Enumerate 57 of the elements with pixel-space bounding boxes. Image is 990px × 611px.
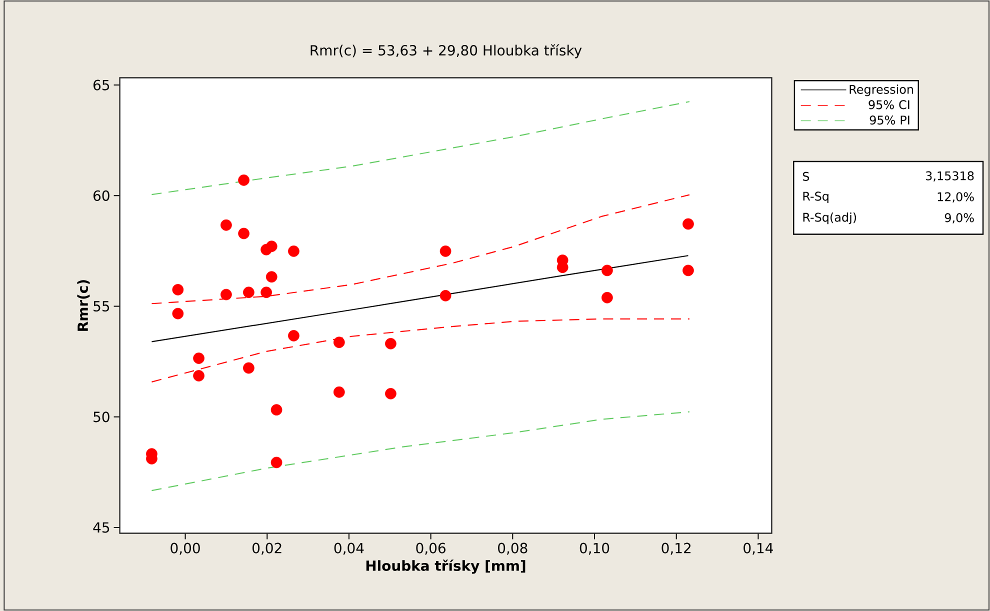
point xyxy=(266,271,278,283)
x-tick-label: 0,08 xyxy=(498,542,528,555)
line-series xyxy=(151,194,690,304)
point xyxy=(238,174,250,186)
x-tick-label: 0,02 xyxy=(252,542,282,555)
point xyxy=(243,286,254,298)
text: 12,0% xyxy=(938,192,974,202)
chart-title: Rmr(c) = 53,63 + 29,80 Hloubka třísky xyxy=(310,44,582,58)
text: 3,15318 xyxy=(926,171,974,182)
x-tick-label: 0,00 xyxy=(170,542,200,555)
point xyxy=(172,284,184,296)
point xyxy=(193,352,204,364)
text: S xyxy=(802,172,810,181)
x-axis-title: Hloubka třísky [mm] xyxy=(366,560,526,574)
text: R-Sq(adj) xyxy=(803,212,856,224)
point xyxy=(193,370,204,382)
point xyxy=(385,338,396,350)
text: R-Sq xyxy=(803,192,828,204)
point xyxy=(602,292,613,304)
point xyxy=(288,330,300,342)
y-tick-label: 60 xyxy=(94,190,110,201)
point xyxy=(385,388,396,400)
y-tick-label: 55 xyxy=(94,301,110,312)
point xyxy=(682,264,694,276)
point xyxy=(172,308,184,320)
x-tick-label: 0,10 xyxy=(580,542,610,555)
x-tick-label: 0,14 xyxy=(744,542,773,555)
point xyxy=(243,362,254,374)
y-tick-label: 45 xyxy=(93,522,110,533)
point xyxy=(238,228,250,240)
x-tick-label: 0,04 xyxy=(334,542,364,555)
point xyxy=(220,288,232,300)
x-tick-label: 0,06 xyxy=(416,542,446,555)
line-series xyxy=(151,255,689,342)
line-series xyxy=(151,411,690,492)
legend-label: 95% PI xyxy=(870,116,910,125)
y-axis-title: Rmr(c) xyxy=(77,280,90,331)
y-tick-label: 50 xyxy=(94,412,110,422)
point xyxy=(602,264,613,276)
point xyxy=(260,286,272,298)
point xyxy=(270,404,282,416)
line-series xyxy=(151,318,690,382)
point xyxy=(220,219,232,231)
point xyxy=(333,336,345,348)
point xyxy=(333,386,345,398)
text: 9,0% xyxy=(944,213,974,224)
x-tick-label: 0,12 xyxy=(662,542,690,555)
line-series xyxy=(151,101,690,196)
legend-label: 95% CI xyxy=(868,100,910,110)
point xyxy=(270,456,282,468)
point xyxy=(682,218,694,230)
point xyxy=(440,246,452,257)
y-tick-label: 65 xyxy=(94,80,110,90)
legend-label: Regression xyxy=(850,84,914,96)
point xyxy=(440,290,452,302)
point xyxy=(266,240,278,252)
point xyxy=(288,246,300,257)
